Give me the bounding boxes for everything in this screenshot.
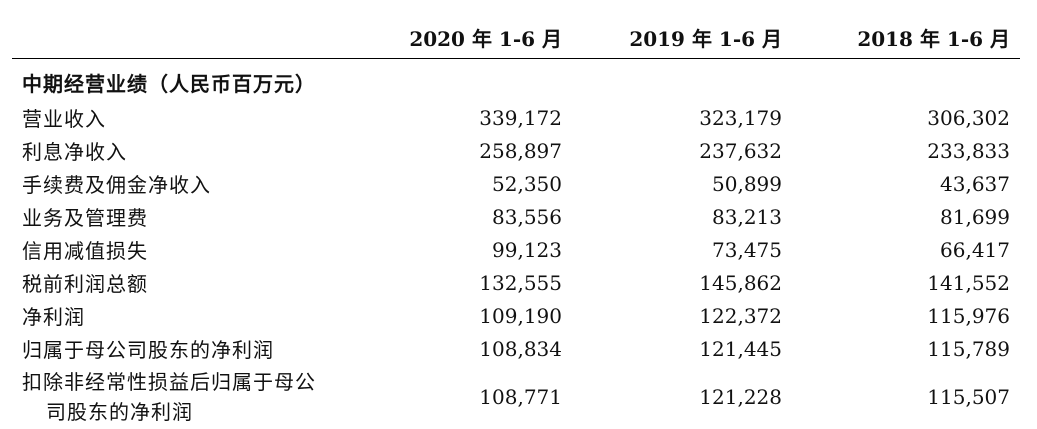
cell-2019: 145,862 (572, 266, 792, 299)
table-row: 利息净收入 258,897 237,632 233,833 (12, 134, 1020, 167)
cell-2018: 66,417 (792, 233, 1020, 266)
table-header: 2020 年 1-6 月 2019 年 1-6 月 2018 年 1-6 月 (12, 0, 1020, 59)
cell-2019: 50,899 (572, 167, 792, 200)
cell-2019: 122,372 (572, 299, 792, 332)
cell-2020: 258,897 (374, 134, 572, 167)
cell-2020: 109,190 (374, 299, 572, 332)
cell-2020: 99,123 (374, 233, 572, 266)
row-label-wrapped: 扣除非经常性损益后归属于母公 司股东的净利润 (12, 365, 374, 429)
cell-2019: 323,179 (572, 101, 792, 134)
cell-2018: 115,976 (792, 299, 1020, 332)
row-label: 业务及管理费 (12, 200, 374, 233)
cell-2018: 81,699 (792, 200, 1020, 233)
cell-2018: 115,507 (792, 365, 1020, 429)
row-label: 净利润 (12, 299, 374, 332)
row-label: 信用减值损失 (12, 233, 374, 266)
cell-2019: 121,445 (572, 332, 792, 365)
cell-2018: 43,637 (792, 167, 1020, 200)
cell-2019: 237,632 (572, 134, 792, 167)
row-label: 税前利润总额 (12, 266, 374, 299)
cell-2019: 73,475 (572, 233, 792, 266)
cell-2020: 52,350 (374, 167, 572, 200)
cell-2020: 339,172 (374, 101, 572, 134)
row-label: 营业收入 (12, 101, 374, 134)
table-row: 归属于母公司股东的净利润 108,834 121,445 115,789 (12, 332, 1020, 365)
row-label-line2: 司股东的净利润 (22, 397, 364, 427)
financial-table: 2020 年 1-6 月 2019 年 1-6 月 2018 年 1-6 月 中… (12, 0, 1020, 429)
row-label: 手续费及佣金净收入 (12, 167, 374, 200)
header-row: 2020 年 1-6 月 2019 年 1-6 月 2018 年 1-6 月 (12, 0, 1020, 59)
table-row: 税前利润总额 132,555 145,862 141,552 (12, 266, 1020, 299)
cell-2019: 83,213 (572, 200, 792, 233)
column-header-2018: 2018 年 1-6 月 (792, 0, 1020, 59)
table-row: 净利润 109,190 122,372 115,976 (12, 299, 1020, 332)
row-label-line1: 扣除非经常性损益后归属于母公 (22, 370, 316, 394)
cell-2020: 83,556 (374, 200, 572, 233)
table-row: 业务及管理费 83,556 83,213 81,699 (12, 200, 1020, 233)
table-row: 信用减值损失 99,123 73,475 66,417 (12, 233, 1020, 266)
cell-2020: 108,771 (374, 365, 572, 429)
cell-2018: 141,552 (792, 266, 1020, 299)
table-row: 营业收入 339,172 323,179 306,302 (12, 101, 1020, 134)
table-row: 扣除非经常性损益后归属于母公 司股东的净利润 108,771 121,228 1… (12, 365, 1020, 429)
cell-2018: 233,833 (792, 134, 1020, 167)
cell-2018: 306,302 (792, 101, 1020, 134)
cell-2020: 108,834 (374, 332, 572, 365)
row-label: 利息净收入 (12, 134, 374, 167)
section-row: 中期经营业绩（人民币百万元） (12, 59, 1020, 102)
row-label: 归属于母公司股东的净利润 (12, 332, 374, 365)
table-row: 手续费及佣金净收入 52,350 50,899 43,637 (12, 167, 1020, 200)
header-blank-cell (12, 0, 374, 59)
cell-2018: 115,789 (792, 332, 1020, 365)
section-title: 中期经营业绩（人民币百万元） (12, 59, 1020, 102)
cell-2020: 132,555 (374, 266, 572, 299)
column-header-2020: 2020 年 1-6 月 (374, 0, 572, 59)
column-header-2019: 2019 年 1-6 月 (572, 0, 792, 59)
table-body: 中期经营业绩（人民币百万元） 营业收入 339,172 323,179 306,… (12, 59, 1020, 429)
cell-2019: 121,228 (572, 365, 792, 429)
